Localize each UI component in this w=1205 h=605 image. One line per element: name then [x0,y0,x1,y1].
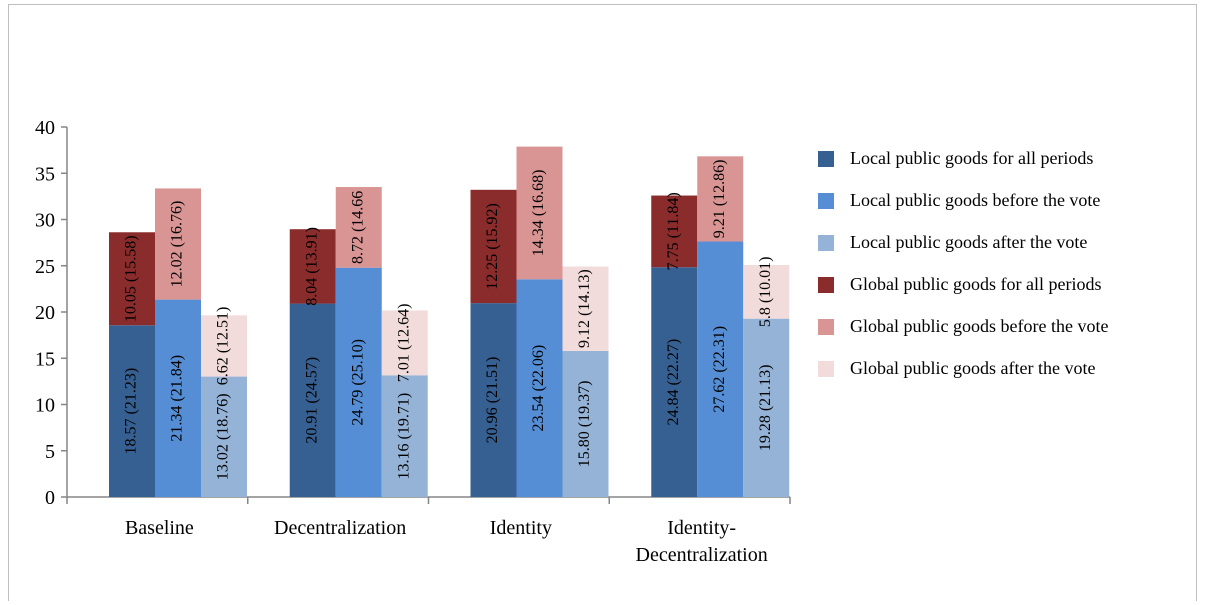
legend-swatch-local_after [818,235,834,251]
bar-label-global_all: 8.04 (13.91) [303,227,320,306]
y-tick-label: 5 [45,441,55,463]
y-tick-label: 0 [45,487,55,509]
category-label: Identity- [667,517,736,539]
legend-swatch-global_after [818,361,834,377]
plot-area: 0 5 10 15 20 25 30 35 40 Baseline 18.57 (21.23) 10.… [35,117,791,566]
bar-label-global_after: 6.62 (12.51) [215,307,232,386]
bar-segment-local_after [743,318,790,497]
bar-segment-global_all [651,195,698,268]
bar-label-global_before: 14.34 (16.68) [530,170,547,257]
bar-label-global_before: 8.72 (14.66 [349,191,366,264]
bar-segment-local_before [697,241,744,497]
bar-segment-global_all [470,189,517,304]
bar-label-global_all: 7.75 (11.84) [665,192,682,270]
bar-segment-local_after [201,376,247,497]
legend: Local public goods for all periods Local … [818,148,1108,378]
bar-segment-global_after [381,310,428,376]
bar-label-local_all: 18.57 (21.23) [123,368,140,455]
bar-label-global_after: 5.8 (10.01) [757,257,774,328]
bar-segment-global_after [201,315,247,377]
bar-segment-local_all [470,303,517,497]
bar-label-local_all: 20.91 (24.57) [303,357,320,444]
bar-label-local_before: 21.34 (21.84) [169,355,186,442]
bar-label-local_after: 13.16 (19.71) [395,393,412,480]
bar-label-local_after: 15.80 (19.37) [576,381,593,468]
bar-label-local_all: 24.84 (22.27) [665,339,682,426]
bar-segment-global_after [743,265,790,319]
category-label: Decentralization [636,544,768,566]
bar-label-local_after: 13.02 (18.76) [215,393,232,480]
bar-segment-global_all [109,232,155,326]
bar-label-local_before: 27.62 (22.31) [711,326,728,413]
legend-swatch-local_before [818,193,834,209]
bar-segment-local_all [109,325,155,497]
y-tick-label: 35 [35,163,55,185]
legend-label-local_all: Local public goods for all periods [850,148,1093,168]
legend-swatch-local_all [818,151,834,167]
category-label: Decentralization [274,517,406,539]
category-label: Baseline [125,517,194,539]
bar-segment-local_before [155,299,201,497]
legend-label-local_after: Local public goods after the vote [850,232,1087,252]
y-tick-label: 15 [35,348,55,370]
bar-label-global_all: 10.05 (15.58) [123,235,140,322]
y-tick-label: 30 [35,210,55,232]
bar-segment-global_all [289,229,336,304]
legend-swatch-global_all [818,277,834,293]
bar-segment-local_before [516,279,563,497]
y-tick-label: 40 [35,117,55,139]
bar-label-local_before: 24.79 (25.10) [349,339,366,426]
bar-segment-global_before [155,188,201,300]
bar-segment-local_after [381,375,428,497]
legend-label-global_all: Global public goods for all periods [850,274,1101,294]
legend-label-local_before: Local public goods before the vote [850,190,1100,210]
bar-label-global_all: 12.25 (15.92) [484,203,501,290]
y-tick-label: 25 [35,256,55,278]
bar-segment-global_before [697,156,744,242]
legend-label-global_before: Global public goods before the vote [850,316,1108,336]
bar-label-global_before: 12.02 (16.76) [169,201,186,288]
bar-segment-global_before [335,187,382,268]
category-label: Identity [490,517,552,539]
bar-segment-global_after [562,266,609,351]
bar-segment-local_after [562,350,609,497]
bar-label-local_before: 23.54 (22.06) [530,345,547,432]
bar-label-local_all: 20.96 (21.51) [484,357,501,444]
bar-segment-global_before [516,146,563,280]
bar-segment-local_all [289,303,336,497]
y-tick-label: 10 [35,395,55,417]
bar-label-global_before: 9.21 (12.86) [711,160,728,239]
bar-label-global_after: 9.12 (14.13) [576,269,593,348]
bar-label-local_after: 19.28 (21.13) [757,365,774,452]
y-tick-label: 20 [35,302,55,324]
legend-label-global_after: Global public goods after the vote [850,358,1095,378]
bar-segment-local_before [335,267,382,497]
bar-label-global_after: 7.01 (12.64) [395,304,412,383]
chart-frame [8,4,1197,601]
legend-swatch-global_before [818,319,834,335]
bar-segment-local_all [651,267,698,497]
